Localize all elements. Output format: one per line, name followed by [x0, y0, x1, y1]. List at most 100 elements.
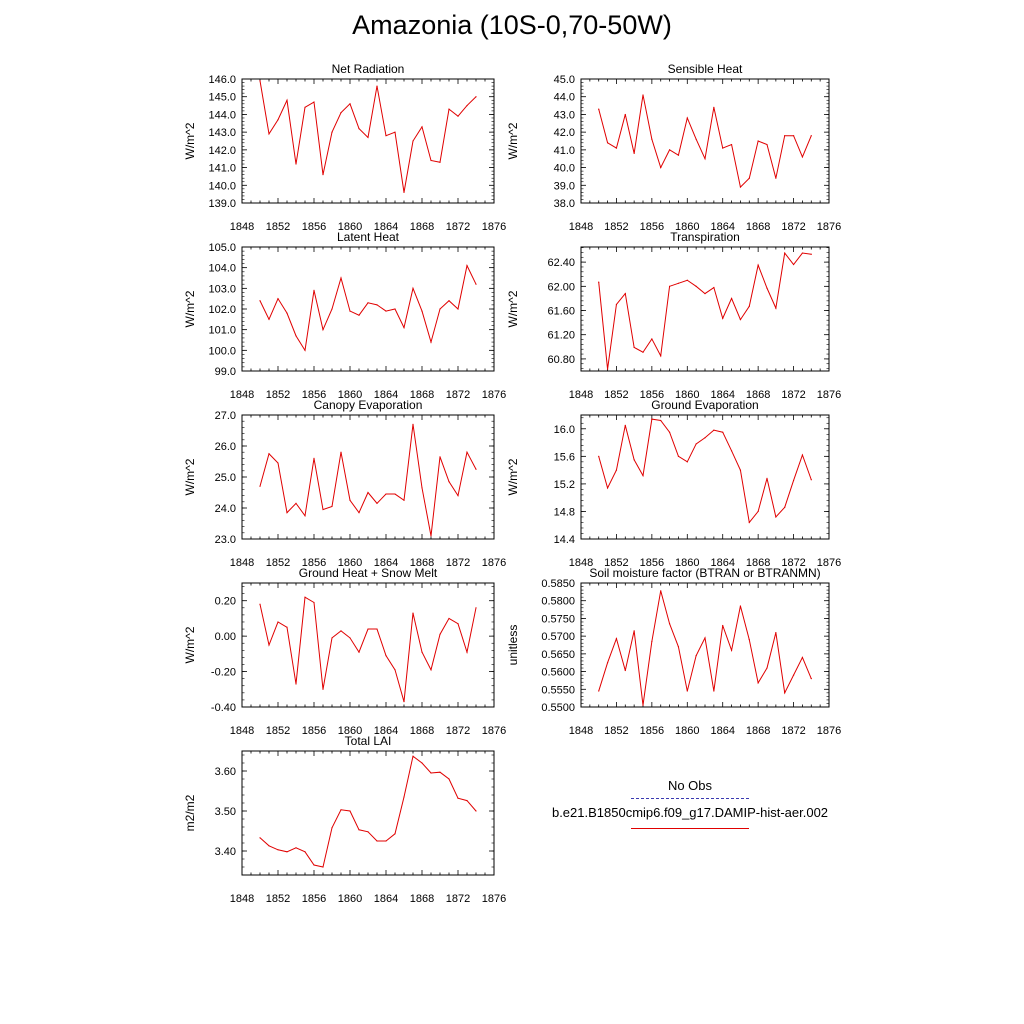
data-point: [775, 632, 777, 634]
x-tick-label: 1856: [640, 389, 664, 401]
data-point: [713, 429, 715, 431]
data-point: [810, 678, 812, 680]
data-point: [606, 368, 609, 370]
data-point: [322, 329, 324, 331]
x-tick-label: 1848: [569, 221, 593, 233]
y-tick-label: 140.0: [208, 180, 236, 192]
data-point: [775, 516, 777, 518]
y-tick-label: 146.0: [208, 74, 236, 86]
y-tick-label: 45.0: [554, 74, 575, 86]
x-tick-label: 1876: [817, 725, 841, 737]
data-point: [668, 285, 671, 287]
x-tick-label: 1872: [781, 557, 805, 569]
data-point: [598, 281, 600, 283]
data-point: [376, 304, 378, 306]
data-point: [331, 637, 333, 639]
data-point: [633, 152, 635, 154]
data-point: [475, 283, 477, 285]
y-tick-label: 25.0: [215, 472, 236, 484]
y-tick-label: 102.0: [208, 304, 236, 316]
x-tick-label: 1856: [302, 725, 326, 737]
data-point: [748, 177, 750, 179]
data-point: [268, 133, 270, 135]
data-point: [704, 637, 706, 639]
data-point: [730, 143, 733, 146]
data-point: [385, 310, 387, 312]
series-line: [259, 264, 477, 352]
x-tick-label: 1868: [746, 221, 770, 233]
y-tick-label: 40.0: [554, 163, 575, 175]
legend-obs-label: No Obs: [667, 778, 713, 793]
y-tick-label: 3.50: [215, 806, 236, 818]
data-point: [394, 669, 396, 671]
data-point: [660, 166, 662, 169]
panel-title: Transpiration: [670, 230, 740, 244]
data-point: [606, 487, 609, 489]
data-point: [358, 128, 360, 130]
y-tick-label: 27.0: [215, 410, 236, 422]
y-tick-label: 103.0: [208, 283, 236, 295]
data-point: [376, 85, 378, 87]
x-tick-label: 1860: [338, 389, 362, 401]
x-tick-label: 1848: [230, 221, 254, 233]
data-point: [340, 809, 342, 811]
data-point: [615, 638, 618, 640]
chart-panel-4: Transpiration W/m^2 1848 1852 1856 1860 1864 18…: [506, 230, 841, 401]
y-tick-label: 0.5850: [541, 578, 575, 590]
data-point: [475, 607, 477, 609]
x-tick-label: 1860: [675, 725, 699, 737]
data-point: [295, 335, 297, 337]
data-point: [598, 690, 600, 692]
x-tick-label: 1860: [338, 725, 362, 737]
data-point: [448, 481, 450, 483]
data-point: [313, 289, 315, 291]
y-tick-label: 0.5600: [541, 667, 575, 679]
data-point: [466, 651, 468, 653]
data-point: [739, 469, 742, 471]
data-point: [668, 623, 671, 625]
data-point: [358, 651, 360, 653]
x-tick-label: 1868: [746, 557, 770, 569]
data-point: [448, 300, 450, 302]
y-tick-label: 3.40: [215, 846, 236, 858]
data-point: [624, 669, 626, 672]
y-tick-label: 0.5800: [541, 596, 575, 608]
data-point: [295, 683, 297, 685]
data-point: [651, 138, 653, 140]
x-tick-label: 1872: [446, 389, 470, 401]
data-point: [457, 623, 459, 625]
y-tick-label: 44.0: [554, 92, 575, 104]
chart-panel-1: Net Radiation W/m^2 1848 1852 1856 1860 1864 18…: [183, 62, 506, 233]
data-point: [457, 308, 459, 310]
x-tick-label: 1860: [675, 221, 699, 233]
x-tick-label: 1868: [410, 389, 434, 401]
data-point: [421, 651, 423, 653]
data-point: [268, 845, 270, 847]
data-point: [475, 810, 477, 812]
data-point: [403, 327, 405, 329]
legend-obs-line: [631, 798, 749, 799]
x-tick-label: 1852: [604, 557, 628, 569]
x-tick-label: 1868: [746, 725, 770, 737]
data-point: [784, 252, 786, 254]
panel-title: Canopy Evaporation: [314, 398, 423, 412]
chart-panel-5: Canopy Evaporation W/m^2 1848 1852 1856 1860 1…: [183, 398, 506, 569]
data-point: [394, 131, 396, 133]
data-point: [615, 303, 618, 306]
panel-title: Latent Heat: [337, 230, 400, 244]
data-point: [349, 310, 351, 312]
y-tick-label: 139.0: [208, 198, 236, 210]
y-tick-label: 61.60: [547, 306, 575, 318]
data-point: [686, 279, 688, 281]
data-point: [598, 108, 600, 110]
y-axis-label: W/m^2: [183, 122, 197, 159]
data-point: [313, 601, 315, 604]
y-tick-label: 62.40: [547, 257, 575, 269]
series-line: [598, 251, 812, 370]
data-point: [792, 674, 795, 676]
y-tick-label: 3.60: [215, 766, 236, 778]
data-point: [331, 827, 333, 829]
plot-frame: [241, 246, 495, 372]
data-point: [633, 630, 635, 632]
